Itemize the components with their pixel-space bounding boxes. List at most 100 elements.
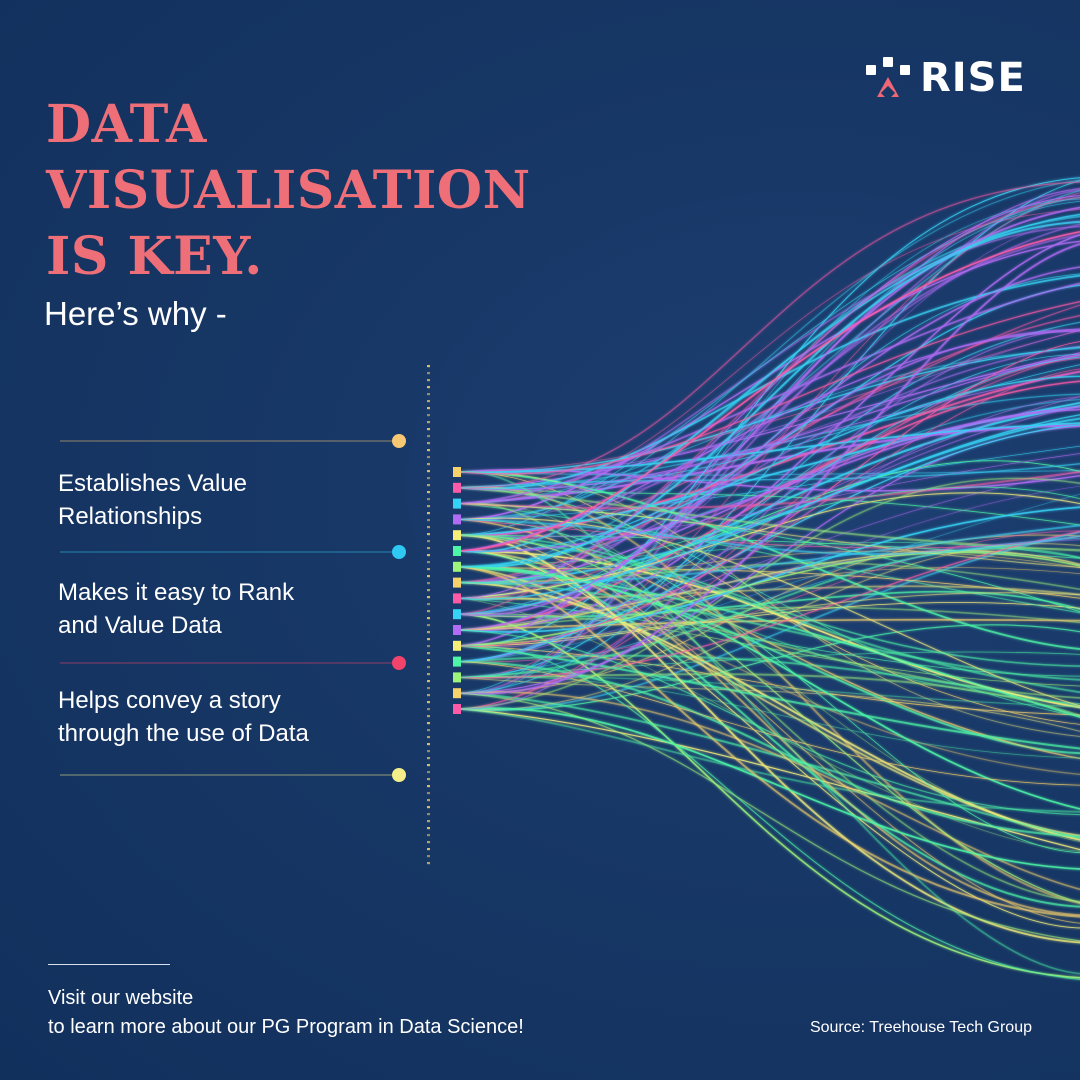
flow-line bbox=[460, 661, 1080, 786]
data-dot bbox=[427, 421, 430, 424]
flow-line bbox=[460, 209, 1080, 504]
flow-line bbox=[460, 414, 1080, 600]
flow-line bbox=[460, 352, 1080, 489]
data-dot bbox=[427, 414, 430, 417]
data-dot bbox=[427, 862, 430, 865]
source-block bbox=[453, 577, 461, 588]
data-dot bbox=[427, 512, 430, 515]
flow-line bbox=[460, 371, 1080, 504]
source-block bbox=[453, 530, 461, 541]
source-block bbox=[453, 688, 461, 699]
flow-line bbox=[460, 301, 1080, 475]
rise-logo[interactable]: RISE bbox=[866, 55, 1026, 101]
flow-line bbox=[460, 471, 1080, 617]
headline-line: DATA bbox=[46, 94, 207, 155]
data-dot bbox=[427, 736, 430, 739]
flow-line bbox=[460, 408, 1080, 553]
data-dot bbox=[427, 603, 430, 606]
data-dot bbox=[427, 470, 430, 473]
flow-line bbox=[460, 195, 1080, 599]
website-cta[interactable]: Visit our website to learn more about ou… bbox=[48, 984, 524, 1042]
flow-line bbox=[460, 550, 1080, 584]
data-dot bbox=[427, 813, 430, 816]
flow-line bbox=[460, 341, 1080, 647]
flow-line bbox=[460, 328, 1080, 616]
point-line: through the use of Data bbox=[58, 720, 309, 747]
flow-line bbox=[460, 592, 1080, 647]
data-dot bbox=[427, 498, 430, 501]
flow-line bbox=[460, 550, 1080, 929]
data-dot bbox=[427, 708, 430, 711]
data-dot bbox=[427, 659, 430, 662]
data-dot bbox=[427, 435, 430, 438]
flow-line bbox=[460, 550, 1080, 908]
data-dot bbox=[427, 848, 430, 851]
flow-line bbox=[460, 487, 1080, 718]
flow-line bbox=[460, 190, 1080, 568]
flow-line bbox=[460, 518, 1080, 556]
data-dot bbox=[427, 645, 430, 648]
flow-line bbox=[460, 692, 1080, 840]
data-dot bbox=[427, 666, 430, 669]
flow-line bbox=[460, 375, 1080, 568]
flow-line bbox=[460, 493, 1080, 662]
data-dot bbox=[427, 785, 430, 788]
data-dot bbox=[427, 400, 430, 403]
source-block bbox=[453, 514, 461, 525]
flow-line bbox=[460, 565, 1080, 918]
data-dot bbox=[427, 806, 430, 809]
data-dot bbox=[427, 393, 430, 396]
flow-line bbox=[460, 424, 1080, 505]
data-dot bbox=[427, 505, 430, 508]
flow-line bbox=[460, 206, 1080, 631]
data-dot bbox=[427, 624, 430, 627]
flow-line bbox=[460, 613, 1080, 979]
source-block bbox=[453, 546, 461, 556]
source-block bbox=[453, 640, 461, 651]
flow-line bbox=[460, 629, 1080, 816]
brand-name: RISE bbox=[920, 55, 1026, 101]
flow-line bbox=[460, 645, 1080, 716]
data-dot bbox=[427, 596, 430, 599]
headline-line: VISUALISATION bbox=[46, 160, 531, 221]
source-block bbox=[453, 498, 461, 509]
marker-dot bbox=[392, 545, 406, 559]
flow-line bbox=[460, 502, 1080, 903]
data-dot bbox=[427, 568, 430, 571]
data-dot bbox=[427, 463, 430, 466]
data-dot bbox=[427, 575, 430, 578]
point-line: Helps convey a story bbox=[58, 687, 281, 714]
flow-line bbox=[460, 453, 1080, 538]
data-dot bbox=[427, 547, 430, 550]
flow-line bbox=[460, 651, 1080, 678]
flow-line bbox=[460, 368, 1080, 710]
point-rank-value: Makes it easy to Rank and Value Data bbox=[58, 576, 418, 642]
flow-line bbox=[460, 551, 1080, 647]
marker-dot bbox=[392, 768, 406, 782]
source-block bbox=[453, 482, 461, 493]
marker-dot bbox=[392, 434, 406, 448]
flow-line bbox=[460, 198, 1080, 694]
data-dot bbox=[427, 589, 430, 592]
data-dot bbox=[427, 834, 430, 837]
flow-line bbox=[460, 645, 1080, 980]
data-dot bbox=[427, 610, 430, 613]
point-convey-story: Helps convey a story through the use of … bbox=[58, 684, 418, 750]
flow-line bbox=[460, 471, 1080, 510]
data-dot bbox=[427, 743, 430, 746]
cta-line: Visit our website bbox=[48, 987, 194, 1009]
flow-line bbox=[460, 445, 1080, 520]
flow-line bbox=[460, 673, 1080, 717]
marker-dot bbox=[392, 656, 406, 670]
data-dot bbox=[427, 526, 430, 529]
flow-line bbox=[460, 396, 1080, 615]
flow-line bbox=[460, 243, 1080, 695]
data-dot bbox=[427, 799, 430, 802]
data-dot bbox=[427, 491, 430, 494]
data-dot bbox=[427, 617, 430, 620]
data-dot bbox=[427, 701, 430, 704]
headline-line: IS KEY. bbox=[46, 226, 263, 287]
flow-line bbox=[460, 534, 1080, 904]
